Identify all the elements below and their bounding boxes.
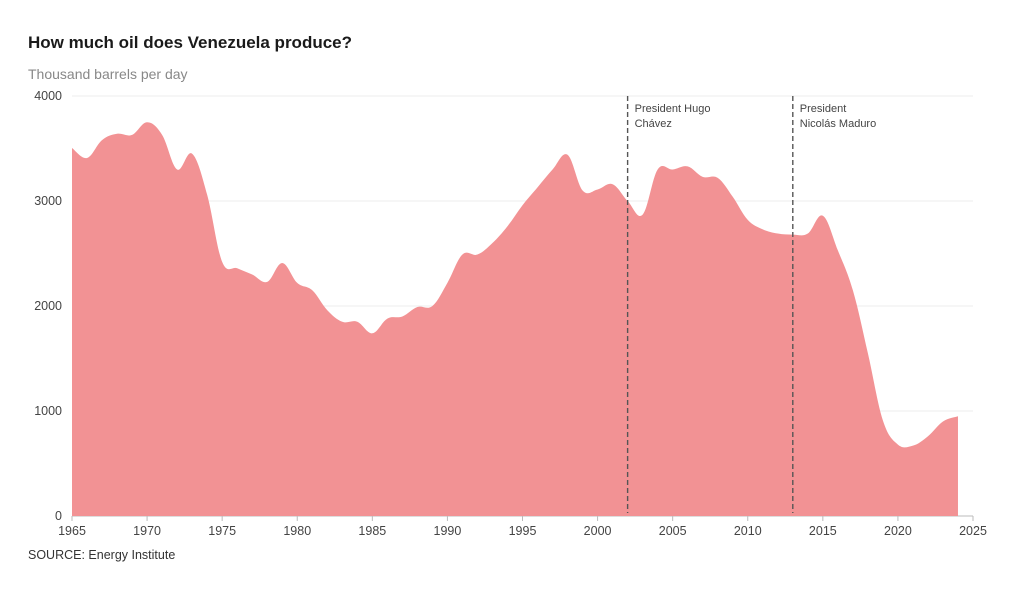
- x-tick-label: 2020: [884, 524, 912, 538]
- annotation-label: President: [800, 103, 846, 115]
- annotation-label: Nicolás Maduro: [800, 118, 876, 130]
- x-tick-label: 2010: [734, 524, 762, 538]
- y-tick-label: 1000: [34, 404, 62, 418]
- x-tick-label: 1990: [434, 524, 462, 538]
- chart-title: How much oil does Venezuela produce?: [28, 33, 353, 52]
- production-area: [72, 122, 958, 516]
- y-tick-label: 4000: [34, 89, 62, 103]
- x-tick-label: 2005: [659, 524, 687, 538]
- x-tick-label: 1995: [509, 524, 537, 538]
- y-tick-label: 3000: [34, 194, 62, 208]
- annotation-label: President Hugo: [635, 103, 711, 115]
- x-tick-label: 1985: [358, 524, 386, 538]
- y-tick-label: 0: [55, 509, 62, 523]
- x-tick-label: 2015: [809, 524, 837, 538]
- chart-subtitle: Thousand barrels per day: [28, 66, 188, 82]
- x-tick-label: 1965: [58, 524, 86, 538]
- annotation-label: Chávez: [635, 118, 672, 130]
- x-tick-label: 2000: [584, 524, 612, 538]
- x-tick-label: 1980: [283, 524, 311, 538]
- x-tick-label: 2025: [959, 524, 987, 538]
- chart-source: SOURCE: Energy Institute: [28, 548, 176, 562]
- x-tick-label: 1975: [208, 524, 236, 538]
- x-tick-label: 1970: [133, 524, 161, 538]
- y-tick-label: 2000: [34, 299, 62, 313]
